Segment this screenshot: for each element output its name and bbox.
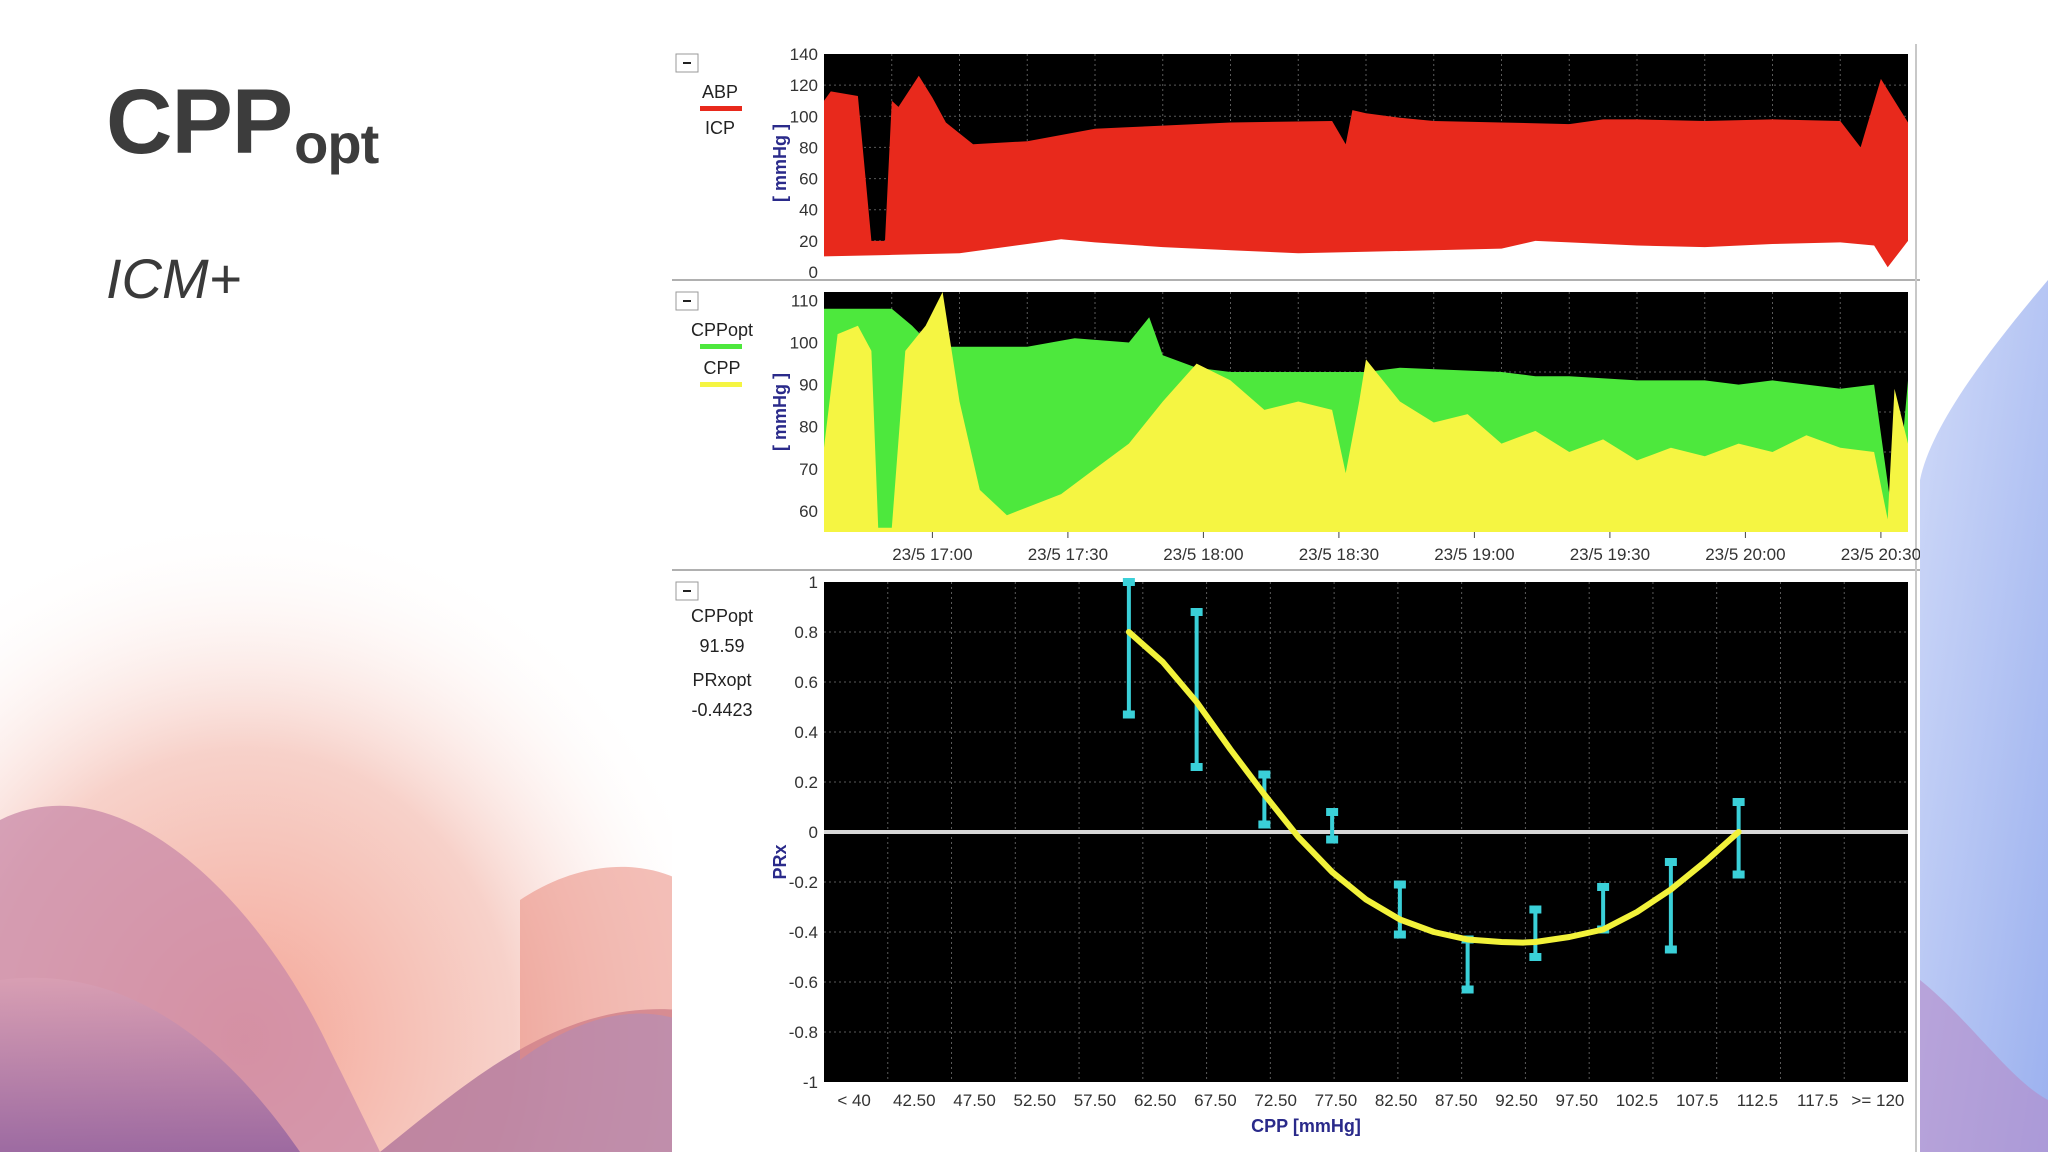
abp-legend-label: ABP: [702, 82, 738, 102]
prx-x-tick: 57.50: [1074, 1091, 1117, 1110]
prx-x-tick: 82.50: [1375, 1091, 1418, 1110]
prxopt-result-value: -0.4423: [691, 700, 752, 720]
cppopt-cpp-x-tick: 23/5 20:00: [1705, 545, 1785, 564]
prx-x-tick: 77.50: [1315, 1091, 1358, 1110]
prx-y-tick: -0.2: [789, 873, 818, 892]
prx-y-tick: 0.8: [794, 623, 818, 642]
prx-error-bar-cap-bottom: [1732, 870, 1745, 879]
prx-y-tick: -0.6: [789, 973, 818, 992]
prx-y-tick: 0.4: [794, 723, 818, 742]
prx-y-tick: -0.8: [789, 1023, 818, 1042]
prx-error-bar-cap-top: [1393, 880, 1406, 889]
prx-x-tick: 97.50: [1556, 1091, 1599, 1110]
prx-y-tick: 0: [809, 823, 818, 842]
prx-y-tick: 0.6: [794, 673, 818, 692]
prx-x-tick: 72.50: [1254, 1091, 1297, 1110]
prx-y-tick: -1: [803, 1073, 818, 1092]
abp-icp-chart: 0 20 40 60 80 100 120 140 [ mmHg ] ABP ICP: [675, 45, 1908, 282]
cppopt-result-label: CPPopt: [691, 606, 753, 626]
prx-x-tick: 107.5: [1676, 1091, 1719, 1110]
prx-x-tick: < 40: [837, 1091, 871, 1110]
prx-error-bar-cap-bottom: [1326, 835, 1339, 844]
prx-error-bar-cap-bottom: [1122, 710, 1135, 719]
prx-y-axis-label: PRx: [770, 844, 790, 879]
cppopt-cpp-x-tick: 23/5 19:30: [1570, 545, 1650, 564]
prx-y-tick: -0.4: [789, 923, 818, 942]
abp-area: [824, 75, 1908, 272]
prx-error-bar-cap-bottom: [1190, 763, 1203, 771]
prx-error-bar-cap-bottom: [1461, 985, 1474, 994]
cppopt-cpp-x-tick: 23/5 19:00: [1434, 545, 1514, 564]
abp-icp-y-tick: 0: [809, 263, 818, 282]
icm-plus-panel: 0 20 40 60 80 100 120 140 [ mmHg ] ABP ICP 60 70 80 9…: [672, 44, 1920, 1152]
cpp-legend-label: CPP: [703, 358, 740, 378]
prx-x-tick: 62.50: [1134, 1091, 1177, 1110]
cppopt-cpp-y-tick: 80: [799, 418, 818, 437]
abp-icp-y-tick: 40: [799, 201, 818, 220]
cppopt-cpp-x-tick: 23/5 20:30: [1841, 545, 1920, 564]
cppopt-cpp-x-tick: 23/5 18:00: [1163, 545, 1243, 564]
prx-error-bar-cap-top: [1597, 883, 1610, 891]
abp-icp-y-tick: 80: [799, 138, 818, 157]
prx-error-bar-cap-bottom: [1664, 945, 1677, 954]
slide-title: CPPopt: [106, 71, 379, 175]
prx-error-bar-cap-bottom: [1529, 953, 1542, 961]
cppopt-cpp-y-tick: 90: [799, 376, 818, 395]
icp-legend-label: ICP: [705, 118, 735, 138]
cppopt-legend-swatch: [700, 344, 742, 349]
prx-error-bar-cap-bottom: [1393, 930, 1406, 939]
cppopt-cpp-chart: 60 70 80 90 100 110 23/5 17:00 23/5 17:30 23/5 1…: [675, 291, 1920, 564]
cppopt-cpp-y-tick: 100: [790, 334, 818, 353]
icp-area: [824, 239, 1908, 272]
prx-error-bar-cap-top: [1664, 858, 1677, 866]
cppopt-cpp-y-tick: 70: [799, 460, 818, 479]
cppopt-cpp-y-tick: 60: [799, 502, 818, 521]
prx-y-tick: 1: [809, 573, 818, 592]
prx-error-bar-cap-top: [1190, 608, 1203, 616]
prx-x-tick: 92.50: [1495, 1091, 1538, 1110]
prxopt-result-label: PRxopt: [692, 670, 751, 690]
cpp-legend-swatch: [700, 382, 742, 387]
cppopt-cpp-x-tick: 23/5 18:30: [1299, 545, 1379, 564]
prx-x-tick: 42.50: [893, 1091, 936, 1110]
abp-icp-y-tick: 60: [799, 170, 818, 189]
prx-vs-cpp-chart: -1 -0.8 -0.6 -0.4 -0.2 0 0.2 0.4 0.6 0.8 1 < 40 42.5…: [675, 573, 1908, 1136]
prx-error-bar-cap-top: [1529, 905, 1542, 914]
prx-fit-curve: [1125, 629, 1742, 946]
icm-charts: 0 20 40 60 80 100 120 140 [ mmHg ] ABP ICP 60 70 80 9…: [672, 44, 1920, 1152]
cppopt-cpp-x-tick: 23/5 17:00: [892, 545, 972, 564]
cppopt-cpp-y-axis-label: [ mmHg ]: [770, 373, 790, 451]
cppopt-cpp-x-tick: 23/5 17:30: [1028, 545, 1108, 564]
prx-x-tick: >= 120: [1851, 1091, 1904, 1110]
abp-icp-y-tick: 100: [790, 107, 818, 126]
prx-x-tick: 47.50: [953, 1091, 996, 1110]
prx-error-bar-cap-top: [1258, 770, 1271, 779]
abp-icp-y-tick: 140: [790, 45, 818, 64]
prx-x-tick: 52.50: [1014, 1091, 1057, 1110]
prx-x-tick: 87.50: [1435, 1091, 1478, 1110]
cppopt-cpp-y-tick: 110: [791, 291, 818, 310]
prx-error-bar-cap-top: [1122, 578, 1135, 586]
slide-subtitle: ICM+: [106, 247, 242, 310]
prx-y-tick: 0.2: [794, 773, 818, 792]
cppopt-result-value: 91.59: [699, 636, 744, 656]
prx-x-axis-label: CPP [mmHg]: [1251, 1116, 1361, 1136]
prx-x-tick: 117.5: [1797, 1091, 1838, 1110]
prx-error-bar-cap-top: [1732, 798, 1745, 806]
prx-error-bar-cap-top: [1326, 808, 1339, 816]
cppopt-legend-label: CPPopt: [691, 320, 753, 340]
abp-legend-swatch: [700, 106, 742, 111]
abp-icp-y-tick: 20: [799, 232, 818, 251]
abp-icp-y-tick: 120: [790, 76, 818, 95]
prx-error-bar-cap-bottom: [1258, 820, 1271, 829]
prx-x-tick: 67.50: [1194, 1091, 1237, 1110]
abp-icp-y-axis-label: [ mmHg ]: [770, 124, 790, 202]
prx-x-tick: 112.5: [1737, 1091, 1778, 1110]
cpp-area: [824, 292, 1908, 532]
prx-x-tick: 102.5: [1616, 1091, 1659, 1110]
